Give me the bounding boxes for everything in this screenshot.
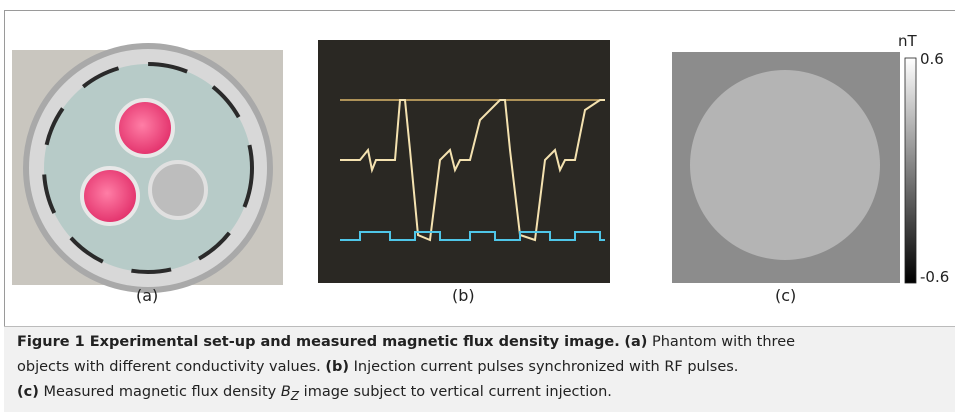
caption-tag: (a) [624, 334, 647, 350]
caption-text: Phantom with three [652, 334, 795, 350]
caption: Figure 1 Experimental set-up and measure… [4, 326, 955, 412]
colorbar-max: 0.6 [920, 50, 944, 68]
panel-label: (a) [136, 286, 158, 305]
caption-text: objects with different conductivity valu… [17, 359, 321, 375]
caption-line: Figure 1 Experimental set-up and measure… [17, 334, 795, 350]
caption-subscript: Z [291, 389, 299, 403]
colorbar-min: -0.6 [920, 268, 949, 286]
panel-label: (c) [775, 286, 796, 305]
caption-line: (c) Measured magnetic flux density BZ im… [17, 384, 612, 403]
colorbar-unit: nT [898, 32, 917, 50]
caption-text: Injection current pulses synchronized wi… [354, 359, 739, 375]
caption-symbol: B [281, 384, 291, 400]
page: (a) (b) (c) nT 0.6 -0.6 Figure 1 Experim… [0, 0, 955, 411]
caption-tag: (b) [325, 359, 349, 375]
caption-text: image subject to vertical current inject… [304, 384, 612, 400]
caption-title: Figure 1 Experimental set-up and measure… [17, 334, 620, 350]
oscilloscope-photo [318, 40, 610, 283]
caption-line: objects with different conductivity valu… [17, 359, 738, 375]
caption-text: Measured magnetic flux density [43, 384, 276, 400]
phantom-photo [12, 46, 283, 290]
panel-label: (b) [452, 286, 475, 305]
bz-image [672, 52, 916, 283]
caption-tag: (c) [17, 384, 39, 400]
